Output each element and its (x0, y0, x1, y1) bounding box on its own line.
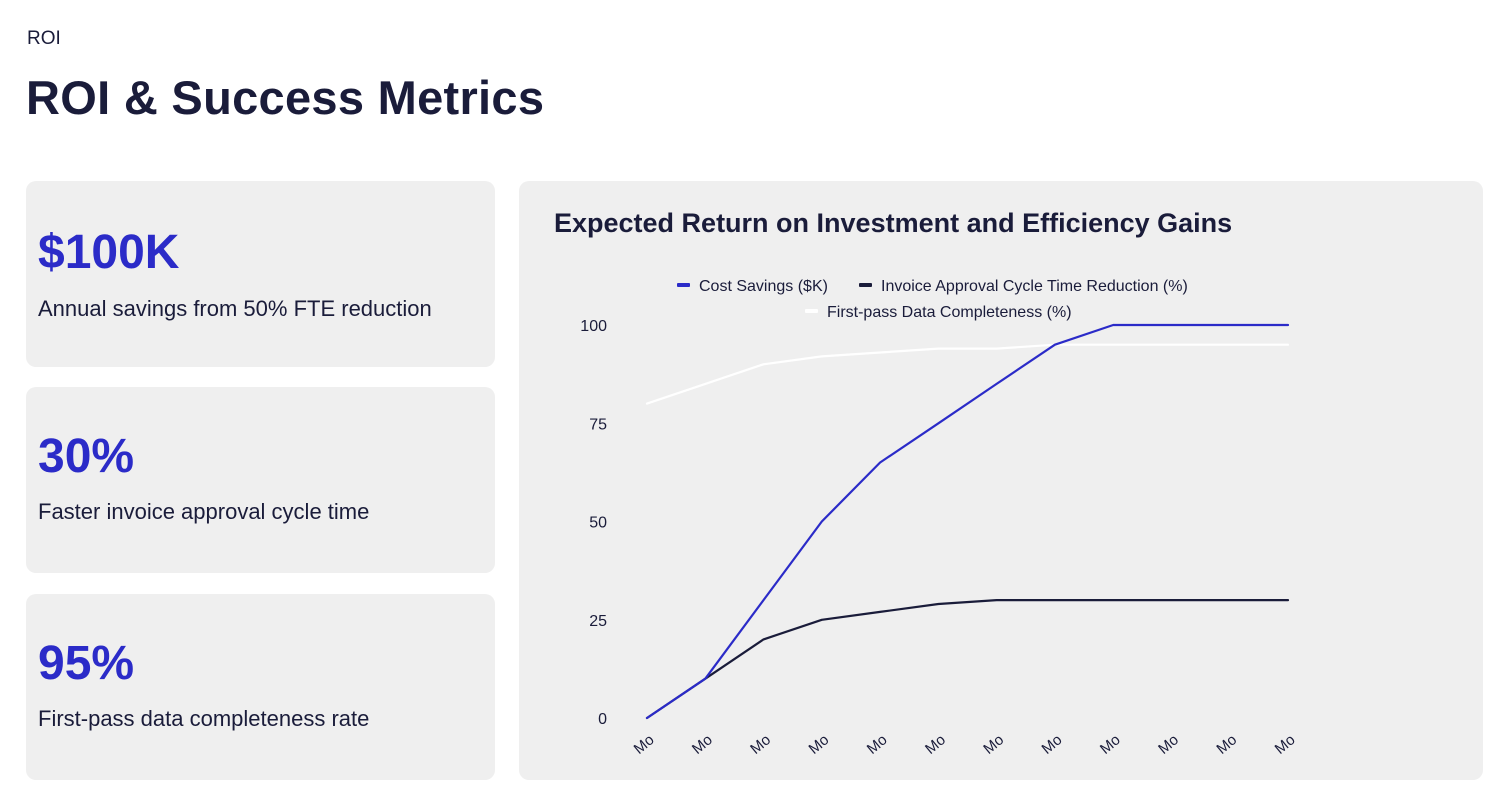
x-tick-label: Mo (1213, 731, 1240, 757)
series-line-1 (645, 323, 1290, 720)
legend-label: Cost Savings ($K) (699, 278, 828, 295)
line-chart: Cost Savings ($K) Invoice Approval Cycle … (580, 278, 1299, 758)
series-line-2 (645, 599, 1290, 720)
x-tick-label: Mo (922, 731, 949, 757)
kpi-label: Annual savings from 50% FTE reduction (38, 296, 432, 321)
y-tick-label: 0 (598, 711, 607, 728)
x-tick-label: Mo (1272, 731, 1299, 757)
kpi-value: 30% (38, 430, 135, 483)
legend-swatch (677, 283, 690, 287)
x-tick-label: Mo (864, 731, 891, 757)
chart-title: Expected Return on Investment and Effici… (554, 208, 1233, 238)
x-tick-label: Mo (980, 731, 1007, 757)
y-tick-label: 25 (589, 613, 607, 630)
y-tick-label: 75 (589, 416, 607, 433)
series-lines (645, 323, 1290, 720)
x-tick-label: Mo (689, 731, 716, 757)
legend-swatch (859, 283, 872, 287)
legend-swatch (805, 309, 818, 313)
kpi-card-savings: $100K Annual savings from 50% FTE reduct… (26, 181, 495, 367)
kpi-value: 95% (38, 637, 135, 690)
chart-legend: Cost Savings ($K) Invoice Approval Cycle … (677, 278, 1188, 321)
kpi-label: First-pass data completeness rate (38, 706, 370, 731)
x-tick-label: Mo (747, 731, 774, 757)
kpi-card-cycle-time: 30% Faster invoice approval cycle time (26, 387, 495, 573)
kpi-value: $100K (38, 226, 180, 279)
y-axis: 0 25 50 75 100 (580, 318, 607, 728)
series-line-3 (645, 343, 1290, 405)
eyebrow-label: ROI (27, 28, 61, 49)
x-axis: Mo Mo Mo Mo Mo Mo Mo Mo Mo Mo Mo Mo (631, 731, 1299, 757)
y-tick-label: 100 (580, 318, 607, 335)
y-tick-label: 50 (589, 515, 607, 532)
x-tick-label: Mo (1039, 731, 1066, 757)
kpi-card-completeness: 95% First-pass data completeness rate (26, 594, 495, 780)
legend-label: First-pass Data Completeness (%) (827, 304, 1072, 321)
kpi-label: Faster invoice approval cycle time (38, 499, 370, 524)
x-tick-label: Mo (631, 731, 658, 757)
x-tick-label: Mo (1155, 731, 1182, 757)
page-title: ROI & Success Metrics (26, 71, 545, 124)
chart-card: Expected Return on Investment and Effici… (519, 181, 1483, 780)
legend-label: Invoice Approval Cycle Time Reduction (%… (881, 278, 1188, 295)
x-tick-label: Mo (805, 731, 832, 757)
x-tick-label: Mo (1097, 731, 1124, 757)
